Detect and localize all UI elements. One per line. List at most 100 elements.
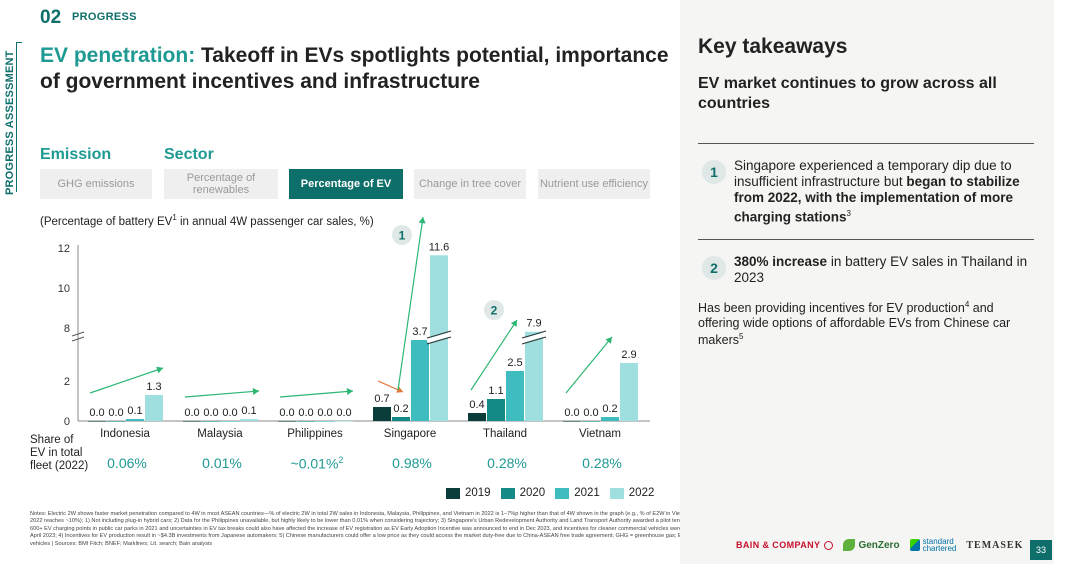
data-label-thailand-2019: 0.4 (469, 399, 484, 411)
trend-arrow-philippines-head (346, 388, 353, 395)
side-rail: PROGRESS ASSESSMENT (0, 0, 22, 564)
title-rest: Takeoff in EVs spotlights potential, imp… (40, 44, 669, 93)
y-tick-label: 8 (64, 323, 70, 335)
key-takeaways-panel: Key takeaways EV market continues to gro… (680, 0, 1054, 564)
takeaway-note-part2: and offering wide options of affordable … (698, 301, 1011, 348)
legend-item-2019: 2019 (446, 487, 491, 499)
legend-label-2020: 2020 (519, 487, 546, 499)
trend-arrow-vietnam (565, 336, 613, 394)
trend-arrow-philippines (279, 390, 354, 398)
share-value-malaysia: 0.01% (202, 455, 242, 471)
temasek-logo: TEMASEK (966, 539, 1024, 551)
trend-arrow-singapore-rise (397, 216, 424, 391)
legend-label-2022: 2022 (628, 487, 655, 499)
data-label-thailand-2020: 1.1 (488, 385, 503, 397)
data-label-vietnam-2019: 0.0 (564, 407, 579, 419)
page-title: EV penetration: Takeoff in EVs spotlight… (40, 43, 680, 95)
takeaway-badge-1: 1 (702, 160, 726, 184)
bar-break-mark (426, 336, 452, 345)
data-label-singapore-2021: 3.7 (412, 326, 427, 338)
annotation-badge-1 (392, 225, 412, 245)
share-value-thailand: 0.28% (487, 455, 527, 471)
chart-legend: 2019 2020 2021 2022 (446, 487, 654, 499)
bar-thailand-2020 (487, 399, 505, 421)
trend-arrow-indonesia (89, 367, 164, 394)
bar-thailand-2022 (525, 331, 543, 421)
bain-logo: BAIN & COMPANY (736, 540, 834, 550)
tab-percentage-of-renewables[interactable]: Percentage of renewables (164, 169, 278, 199)
data-label-indonesia-2022: 1.3 (146, 381, 161, 393)
bar-break-mark (426, 330, 452, 339)
trend-arrow-singapore-dip-head (396, 386, 403, 393)
footer-logos: BAIN & COMPANY GenZero standard chartered… (736, 538, 1024, 553)
sc-mark-icon (909, 539, 920, 551)
data-label-indonesia-2020: 0.0 (108, 407, 123, 419)
data-label-singapore-2022: 11.6 (429, 241, 450, 253)
legend-item-2020: 2020 (500, 487, 546, 499)
standard-chartered-logo: standard chartered (909, 538, 957, 553)
genzero-logo-text: GenZero (858, 539, 900, 551)
bar-indonesia-2020 (107, 421, 125, 422)
bar-vietnam-2020 (582, 421, 600, 422)
takeaway-2-note: Has been providing incentives for EV pro… (698, 298, 1028, 348)
legend-swatch-2022 (609, 487, 624, 499)
tab-nutrient-use-efficiency[interactable]: Nutrient use efficiency (538, 169, 650, 199)
data-label-philippines-2020: 0.0 (298, 407, 313, 419)
data-label-philippines-2021: 0.0 (317, 407, 332, 419)
data-label-vietnam-2020: 0.0 (583, 407, 598, 419)
tab-ghg-emissions[interactable]: GHG emissions (40, 169, 152, 199)
footnotes: Notes: Electric 2W shows faster market p… (30, 511, 710, 547)
bar-philippines-2019 (278, 421, 296, 422)
bar-philippines-2020 (297, 421, 315, 422)
annotation-badge-2-number: 2 (491, 304, 498, 318)
takeaway-badge-2: 2 (702, 256, 726, 280)
data-label-vietnam-2021: 0.2 (602, 403, 617, 415)
share-value-philippines-sup: 2 (338, 455, 344, 465)
key-takeaways-subtitle: EV market continues to grow across all c… (698, 75, 997, 112)
bar-philippines-2022 (335, 421, 353, 422)
share-value-vietnam: 0.28% (582, 455, 622, 471)
takeaway-2-plain: in battery EV sales in Thailand in 2023 (734, 254, 1028, 285)
share-of-ev-label: Share of EV in total fleet (2022) (30, 434, 89, 472)
trend-arrow-malaysia (184, 390, 260, 398)
legend-item-2021: 2021 (555, 487, 600, 499)
data-label-malaysia-2021: 0.0 (222, 407, 237, 419)
data-label-thailand-2022: 7.9 (526, 318, 541, 330)
y-tick-label: 10 (58, 283, 70, 295)
data-label-malaysia-2020: 0.0 (203, 407, 218, 419)
takeaway-note-sup1: 4 (964, 300, 970, 309)
category-label-thailand: Thailand (483, 428, 527, 440)
rail-tick (16, 42, 22, 43)
category-label-singapore: Singapore (384, 428, 436, 440)
share-value-indonesia: 0.06% (107, 455, 147, 471)
data-label-vietnam-2022: 2.9 (621, 349, 636, 361)
legend-swatch-2020 (500, 487, 515, 499)
legend-label-2021: 2021 (574, 487, 600, 499)
takeaway-1-plain: Singapore experienced a temporary dip du… (734, 158, 1012, 189)
emission-group-label: Emission (40, 146, 112, 163)
bar-singapore-2020 (392, 417, 410, 421)
chart-subtitle: (Percentage of battery EV1 in annual 4W … (40, 213, 374, 228)
takeaway-1-sup: 3 (846, 209, 851, 218)
bain-logo-text: BAIN & COMPANY (736, 540, 821, 550)
sector-group-label: Sector (164, 146, 214, 163)
bar-vietnam-2022 (620, 363, 638, 421)
bar-philippines-2021 (316, 421, 334, 422)
bar-break-gap (426, 332, 452, 343)
key-takeaways-title: Key takeaways (698, 35, 848, 58)
bar-singapore-2021 (411, 340, 429, 421)
bar-indonesia-2022 (145, 395, 163, 421)
bar-malaysia-2020 (202, 421, 220, 422)
sc-logo-text: standard chartered (923, 538, 957, 553)
data-label-philippines-2019: 0.0 (279, 407, 294, 419)
tab-percentage-of-ev[interactable]: Percentage of EV (289, 169, 403, 199)
trend-arrow-malaysia-head (252, 387, 259, 395)
rail-line (16, 42, 17, 192)
bar-malaysia-2022 (240, 419, 258, 421)
trend-arrow-vietnam-head (605, 337, 612, 344)
legend-label-2019: 2019 (465, 487, 491, 499)
data-label-philippines-2022: 0.0 (336, 407, 351, 419)
tab-change-in-tree-cover[interactable]: Change in tree cover (414, 169, 526, 199)
bar-thailand-2021 (506, 371, 524, 421)
takeaway-2-bold: 380% increase (734, 254, 828, 269)
